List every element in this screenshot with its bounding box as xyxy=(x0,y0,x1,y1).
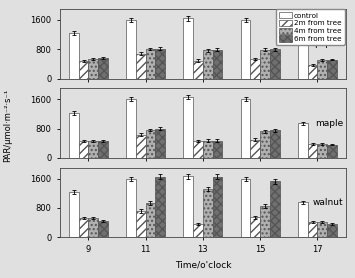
Bar xyxy=(298,44,308,79)
Bar xyxy=(308,65,317,79)
Bar xyxy=(298,123,308,158)
Bar xyxy=(193,224,203,237)
Bar xyxy=(270,130,280,158)
Bar xyxy=(155,49,165,79)
Bar xyxy=(270,49,280,79)
Bar xyxy=(270,182,280,237)
Bar xyxy=(203,141,213,158)
Bar xyxy=(184,97,193,158)
Bar xyxy=(298,202,308,237)
Bar xyxy=(155,128,165,158)
Bar xyxy=(79,61,88,79)
Bar xyxy=(317,60,327,79)
Bar xyxy=(203,189,213,237)
Bar xyxy=(213,141,222,158)
Bar xyxy=(241,20,250,79)
Bar xyxy=(203,50,213,79)
Text: walnut: walnut xyxy=(312,198,343,207)
Bar xyxy=(146,130,155,158)
Text: maple: maple xyxy=(315,118,343,128)
Bar xyxy=(308,144,317,158)
Bar xyxy=(260,206,270,237)
Bar xyxy=(213,177,222,237)
Bar xyxy=(184,18,193,79)
Bar xyxy=(126,179,136,237)
Legend: control, 2m from tree, 4m from tree, 6m from tree: control, 2m from tree, 4m from tree, 6m … xyxy=(276,9,345,45)
Text: poplar: poplar xyxy=(314,39,343,48)
Bar xyxy=(126,99,136,158)
Bar xyxy=(136,135,146,158)
Bar xyxy=(250,140,260,158)
Bar xyxy=(327,145,337,158)
Bar xyxy=(308,222,317,237)
Bar xyxy=(241,179,250,237)
Bar xyxy=(79,141,88,158)
Bar xyxy=(136,54,146,79)
Bar xyxy=(126,20,136,79)
Bar xyxy=(213,50,222,79)
Bar xyxy=(184,176,193,237)
X-axis label: Time/o'clock: Time/o'clock xyxy=(175,260,231,269)
Bar xyxy=(79,218,88,237)
Bar xyxy=(193,141,203,158)
Bar xyxy=(327,224,337,237)
Bar xyxy=(88,59,98,79)
Bar xyxy=(69,113,79,158)
Bar xyxy=(88,141,98,158)
Bar xyxy=(327,59,337,79)
Bar xyxy=(88,218,98,237)
Text: PAR/μmol·m⁻²·s⁻¹: PAR/μmol·m⁻²·s⁻¹ xyxy=(4,88,12,162)
Bar xyxy=(260,131,270,158)
Bar xyxy=(98,221,108,237)
Bar xyxy=(98,141,108,158)
Bar xyxy=(260,50,270,79)
Bar xyxy=(317,222,327,237)
Bar xyxy=(69,192,79,237)
Bar xyxy=(136,211,146,237)
Bar xyxy=(241,99,250,158)
Bar xyxy=(98,58,108,79)
Bar xyxy=(146,49,155,79)
Bar xyxy=(146,203,155,237)
Bar xyxy=(193,61,203,79)
Bar xyxy=(155,177,165,237)
Bar xyxy=(69,33,79,79)
Bar xyxy=(250,59,260,79)
Bar xyxy=(250,217,260,237)
Bar xyxy=(317,144,327,158)
